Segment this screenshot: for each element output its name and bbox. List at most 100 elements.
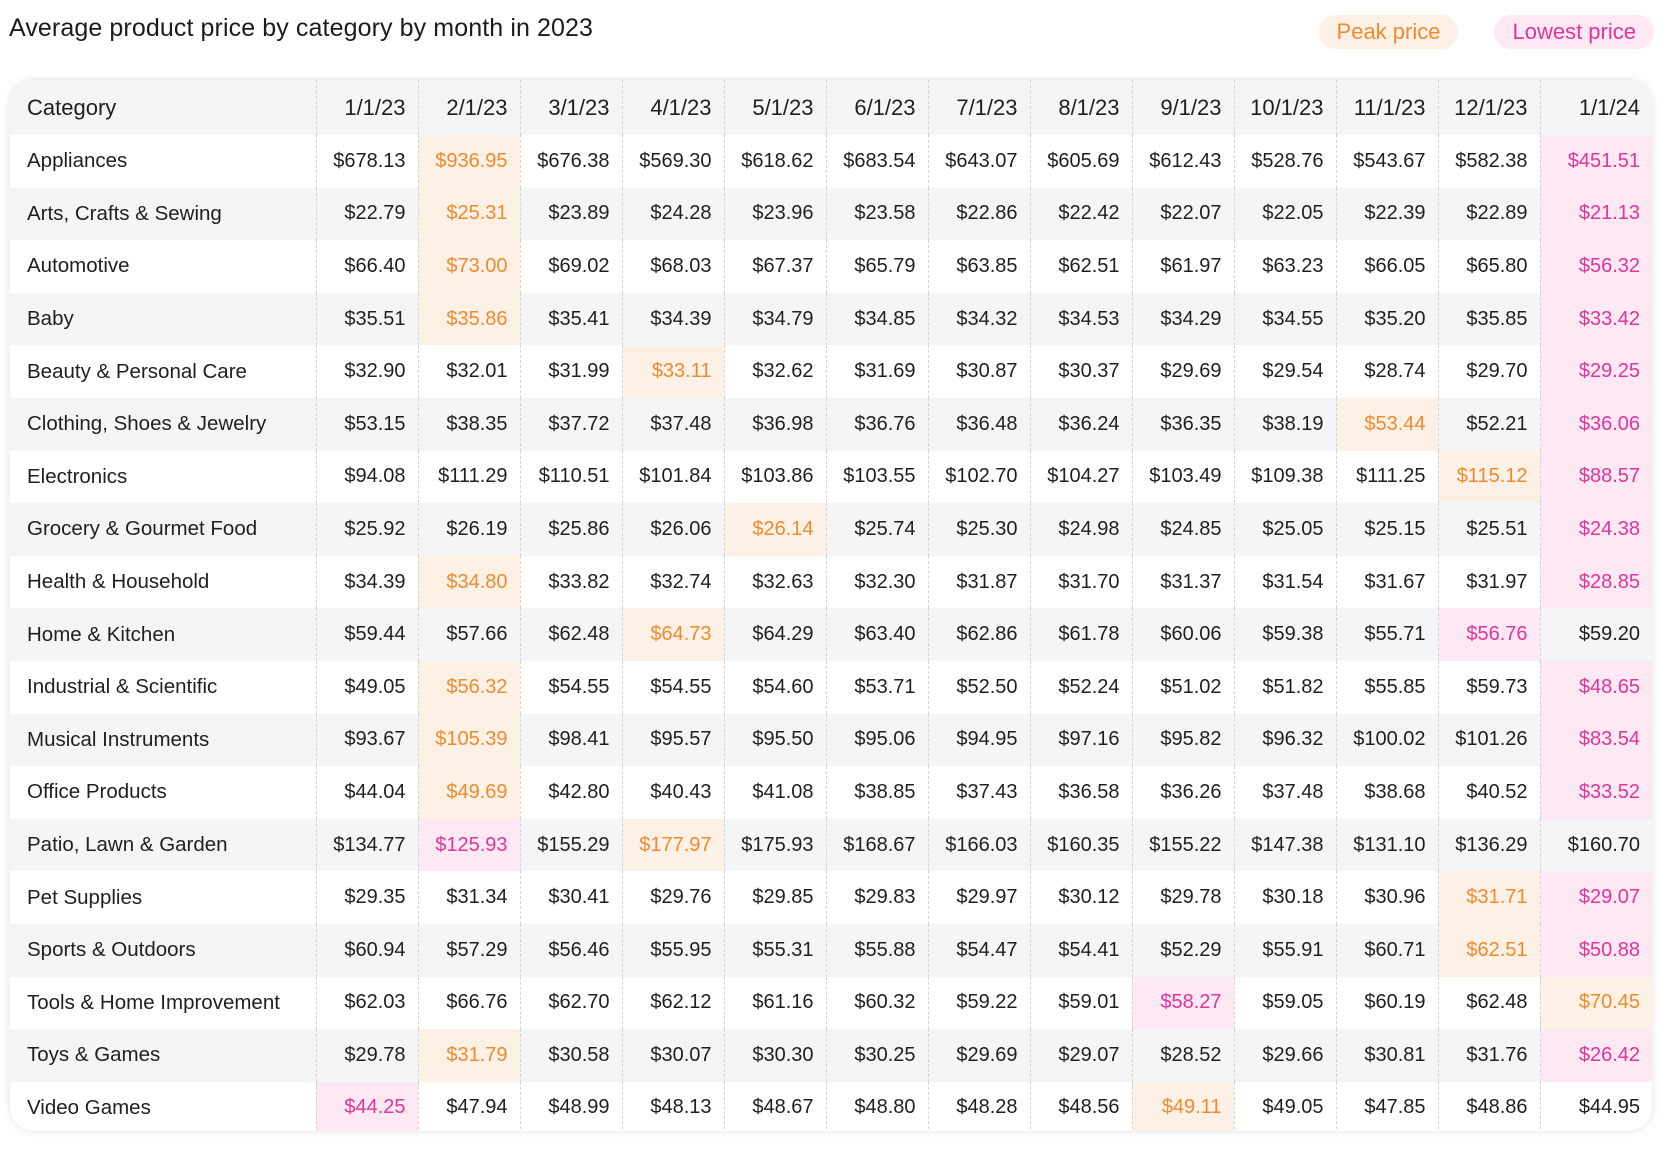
price-cell: $60.71 (1335, 923, 1438, 977)
table-row: Video Games $44.25 $47.94 $48.99 $48.13 $48.6… (10, 1081, 1652, 1131)
price-cell: $54.60 (723, 660, 826, 714)
price-cell: $160.70 (1539, 818, 1652, 872)
peak-price-cell: $115.12 (1437, 450, 1540, 504)
lowest-price-cell: $48.65 (1539, 660, 1652, 714)
lowest-price-cell: $56.76 (1437, 608, 1540, 661)
price-cell: $48.80 (825, 1081, 928, 1131)
price-cell: $95.57 (621, 713, 724, 767)
price-cell: $155.29 (519, 818, 622, 872)
category-cell: Toys & Games (27, 1043, 161, 1067)
price-cell: $48.28 (927, 1081, 1030, 1131)
price-cell: $103.86 (723, 450, 826, 504)
price-cell: $36.35 (1131, 397, 1234, 451)
price-cell: $32.62 (723, 345, 826, 398)
price-cell: $31.76 (1437, 1029, 1540, 1082)
price-cell: $29.54 (1233, 345, 1336, 398)
price-cell: $97.16 (1029, 713, 1132, 767)
table-row: Industrial & Scientific $49.05 $56.32 $54.5… (10, 660, 1652, 714)
price-table-card: Category 1/1/23 2/1/23 3/1/23 4/1/23 5/1/23 6… (10, 80, 1652, 1131)
price-cell: $24.28 (621, 187, 724, 241)
price-cell: $40.52 (1437, 766, 1540, 819)
price-cell: $60.94 (315, 923, 418, 977)
category-cell: Beauty & Personal Care (27, 359, 247, 383)
table-body: Appliances $678.13 $936.95 $676.38 $569.30 $6… (10, 135, 1652, 1131)
table-row: Office Products $44.04 $49.69 $42.80 $40.43 $… (10, 766, 1652, 819)
price-cell: $678.13 (315, 135, 418, 188)
price-cell: $55.71 (1335, 608, 1438, 661)
price-cell: $683.54 (825, 135, 928, 188)
price-cell: $103.55 (825, 450, 928, 504)
column-header-month: 4/1/23 (621, 80, 724, 135)
peak-price-cell: $26.14 (723, 503, 826, 556)
price-cell: $54.41 (1029, 923, 1132, 977)
column-header-month: 3/1/23 (519, 80, 622, 135)
price-cell: $59.05 (1233, 976, 1336, 1030)
lowest-price-cell: $36.06 (1539, 397, 1652, 451)
peak-price-cell: $64.73 (621, 608, 724, 661)
category-cell: Grocery & Gourmet Food (27, 517, 258, 541)
price-cell: $37.72 (519, 397, 622, 451)
price-cell: $30.58 (519, 1029, 622, 1082)
price-cell: $31.37 (1131, 555, 1234, 609)
category-cell: Baby (27, 307, 74, 331)
price-cell: $66.40 (315, 240, 418, 293)
lowest-price-cell: $29.25 (1539, 345, 1652, 398)
price-cell: $30.81 (1335, 1029, 1438, 1082)
price-cell: $57.66 (417, 608, 520, 661)
column-header-month: 6/1/23 (825, 80, 928, 135)
legend: Peak price Lowest price (1318, 15, 1654, 49)
price-cell: $101.84 (621, 450, 724, 504)
lowest-price-cell: $125.93 (417, 818, 520, 872)
price-cell: $94.08 (315, 450, 418, 504)
table-row: Clothing, Shoes & Jewelry $53.15 $38.35 $37… (10, 397, 1652, 451)
price-cell: $25.86 (519, 503, 622, 556)
price-cell: $36.76 (825, 397, 928, 451)
category-cell: Industrial & Scientific (27, 675, 218, 699)
price-cell: $29.78 (315, 1029, 418, 1082)
price-cell: $34.39 (621, 292, 724, 346)
price-cell: $35.85 (1437, 292, 1540, 346)
price-cell: $30.87 (927, 345, 1030, 398)
price-cell: $612.43 (1131, 135, 1234, 188)
price-cell: $22.07 (1131, 187, 1234, 241)
peak-price-cell: $33.11 (621, 345, 724, 398)
price-cell: $60.19 (1335, 976, 1438, 1030)
table-row: Pet Supplies $29.35 $31.34 $30.41 $29.76 $29.… (10, 871, 1652, 924)
price-cell: $55.95 (621, 923, 724, 977)
peak-price-cell: $31.71 (1437, 871, 1540, 924)
price-cell: $44.04 (315, 766, 418, 819)
category-cell: Automotive (27, 254, 130, 278)
price-cell: $63.40 (825, 608, 928, 661)
price-cell: $104.27 (1029, 450, 1132, 504)
price-cell: $155.22 (1131, 818, 1234, 872)
category-cell: Sports & Outdoors (27, 938, 196, 962)
column-header-month: 5/1/23 (723, 80, 826, 135)
price-cell: $109.38 (1233, 450, 1336, 504)
price-cell: $110.51 (519, 450, 622, 504)
price-cell: $31.97 (1437, 555, 1540, 609)
price-cell: $62.48 (519, 608, 622, 661)
price-cell: $528.76 (1233, 135, 1336, 188)
table-row: Appliances $678.13 $936.95 $676.38 $569.30 $6… (10, 135, 1652, 188)
price-cell: $32.90 (315, 345, 418, 398)
column-header-category: Category (27, 94, 117, 120)
price-cell: $61.97 (1131, 240, 1234, 293)
peak-price-cell: $177.97 (621, 818, 724, 872)
price-cell: $25.15 (1335, 503, 1438, 556)
price-cell: $29.85 (723, 871, 826, 924)
price-cell: $64.29 (723, 608, 826, 661)
table-row: Home & Kitchen $59.44 $57.66 $62.48 $64.73 $6… (10, 608, 1652, 661)
price-cell: $29.70 (1437, 345, 1540, 398)
table-row: Arts, Crafts & Sewing $22.79 $25.31 $23.89 $… (10, 187, 1652, 241)
price-cell: $22.39 (1335, 187, 1438, 241)
table-header-row: Category 1/1/23 2/1/23 3/1/23 4/1/23 5/1/23 6… (10, 80, 1652, 135)
price-cell: $134.77 (315, 818, 418, 872)
price-cell: $30.41 (519, 871, 622, 924)
lowest-price-cell: $44.25 (315, 1081, 418, 1131)
lowest-price-cell: $28.85 (1539, 555, 1652, 609)
price-cell: $47.94 (417, 1081, 520, 1131)
price-cell: $61.78 (1029, 608, 1132, 661)
price-cell: $38.19 (1233, 397, 1336, 451)
peak-price-cell: $73.00 (417, 240, 520, 293)
peak-price-cell: $31.79 (417, 1029, 520, 1082)
